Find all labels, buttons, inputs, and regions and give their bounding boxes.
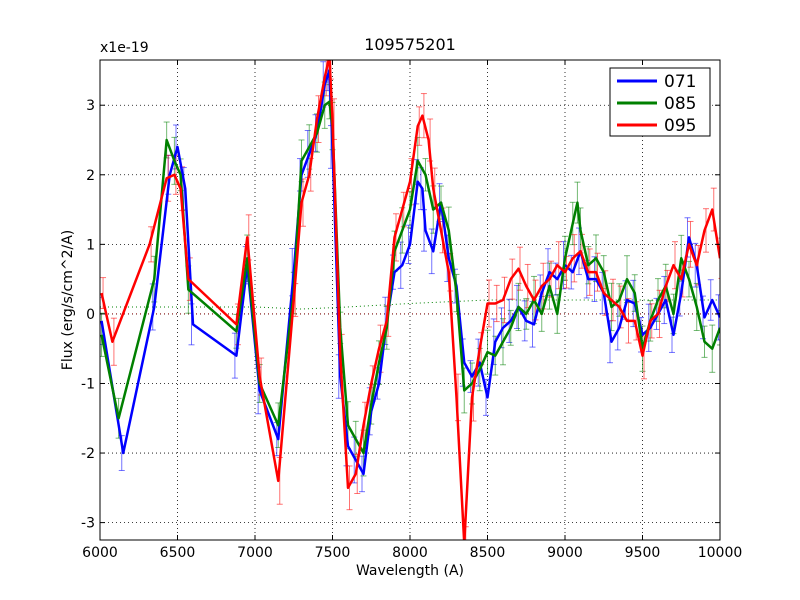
y-offset-label: x1e-19: [100, 40, 149, 56]
y-tick-label: -1: [81, 376, 95, 392]
x-tick-label: 9000: [547, 545, 583, 561]
y-tick-label: -2: [81, 446, 95, 462]
chart-title: 109575201: [364, 35, 456, 54]
series-lines: [100, 60, 720, 540]
series-line-085: [100, 100, 720, 455]
x-tick-label: 9500: [625, 545, 661, 561]
y-tick-label: 0: [86, 307, 95, 323]
x-tick-label: 8000: [392, 545, 428, 561]
legend-label-071: 071: [664, 72, 696, 92]
x-tick-label: 7500: [315, 545, 351, 561]
y-tick-label: -3: [81, 516, 95, 532]
y-axis-label: Flux (erg/s/cm^2/A): [60, 230, 76, 370]
ticks: 6000 6500 7000 7500 8000 8500 9000 9500 10000 -3 -…: [81, 60, 742, 561]
series-line-095: [100, 60, 720, 540]
y-tick-label: 2: [86, 168, 95, 184]
grid: [100, 60, 720, 540]
x-axis-label: Wavelength (A): [356, 563, 464, 579]
x-tick-label: 8500: [470, 545, 506, 561]
x-tick-label: 6000: [82, 545, 118, 561]
x-tick-label: 10000: [698, 545, 743, 561]
y-tick-label: 3: [86, 98, 95, 114]
legend-label-085: 085: [664, 94, 696, 114]
legend-label-095: 095: [664, 116, 696, 136]
y-tick-label: 1: [86, 237, 95, 253]
x-tick-label: 6500: [160, 545, 196, 561]
x-tick-label: 7000: [237, 545, 273, 561]
